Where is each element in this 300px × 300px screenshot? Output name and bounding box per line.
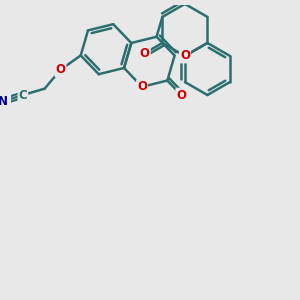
Text: O: O (140, 46, 150, 60)
Text: O: O (176, 89, 186, 102)
Text: O: O (180, 50, 190, 62)
Text: O: O (137, 80, 147, 93)
Text: O: O (56, 63, 65, 76)
Text: C: C (19, 88, 27, 101)
Text: N: N (0, 95, 8, 108)
